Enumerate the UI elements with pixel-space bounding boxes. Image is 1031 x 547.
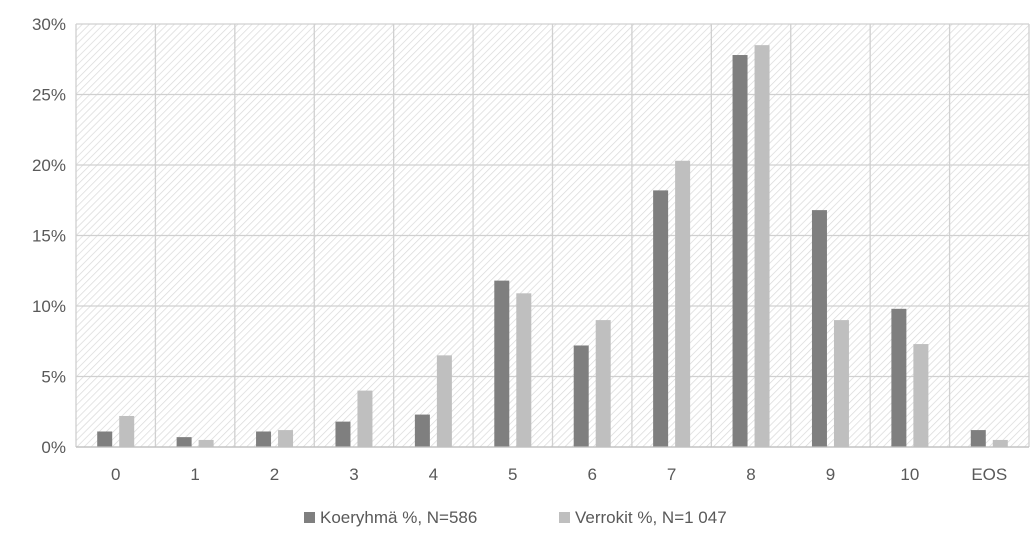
y-tick-label: 10% (32, 297, 66, 316)
bar-koeryhma-10 (891, 308, 907, 447)
y-tick-label: 30% (32, 15, 66, 34)
bar-verrokit-10 (913, 344, 929, 447)
bar-verrokit-1 (198, 439, 214, 447)
x-tick-label: 6 (587, 465, 596, 484)
bar-verrokit-6 (595, 320, 611, 447)
x-tick-label: 0 (111, 465, 120, 484)
x-tick-label: 10 (900, 465, 919, 484)
bar-verrokit-2 (278, 430, 294, 447)
bar-koeryhma-2 (256, 431, 272, 447)
bar-verrokit-0 (119, 415, 135, 447)
x-tick-label: 7 (667, 465, 676, 484)
bar-koeryhma-5 (494, 280, 510, 447)
x-tick-label: 5 (508, 465, 517, 484)
legend-label-verrokit: Verrokit %, N=1 047 (575, 508, 727, 527)
x-tick-label: EOS (971, 465, 1007, 484)
y-tick-label: 5% (41, 368, 66, 387)
x-tick-label: 3 (349, 465, 358, 484)
bar-koeryhma-6 (573, 345, 589, 447)
bar-koeryhma-EOS (970, 430, 986, 447)
x-tick-label: 8 (746, 465, 755, 484)
x-tick-label: 1 (190, 465, 199, 484)
bar-koeryhma-8 (732, 55, 748, 448)
bar-koeryhma-0 (97, 431, 113, 447)
legend-swatch-verrokit (559, 512, 570, 523)
bar-koeryhma-4 (414, 414, 430, 447)
axes: 0% 5% 10% 15% 20% 25% 30% 0 1 2 3 4 5 6 7 8 9 10 EOS (32, 15, 1029, 484)
bar-verrokit-EOS (992, 439, 1008, 447)
bar-koeryhma-1 (176, 437, 192, 447)
x-tick-label: 9 (826, 465, 835, 484)
legend-label-koeryhma: Koeryhmä %, N=586 (320, 508, 477, 527)
bar-koeryhma-3 (335, 421, 351, 447)
bar-verrokit-4 (436, 355, 452, 447)
bar-koeryhma-9 (811, 210, 827, 447)
legend-swatch-koeryhma (304, 512, 315, 523)
y-tick-label: 20% (32, 156, 66, 175)
y-tick-label: 0% (41, 438, 66, 457)
bar-koeryhma-7 (653, 190, 669, 447)
bar-verrokit-8 (754, 45, 770, 448)
grid-lines (75, 23, 1030, 448)
legend: Koeryhmä %, N=586 Verrokit %, N=1 047 (304, 508, 727, 527)
bars (97, 45, 1008, 448)
bar-verrokit-5 (516, 293, 532, 447)
y-tick-label: 15% (32, 227, 66, 246)
x-tick-label: 2 (270, 465, 279, 484)
bar-verrokit-9 (833, 320, 849, 447)
x-tick-label: 4 (429, 465, 438, 484)
y-tick-label: 25% (32, 86, 66, 105)
bar-verrokit-7 (675, 160, 691, 447)
bar-verrokit-3 (357, 390, 373, 447)
